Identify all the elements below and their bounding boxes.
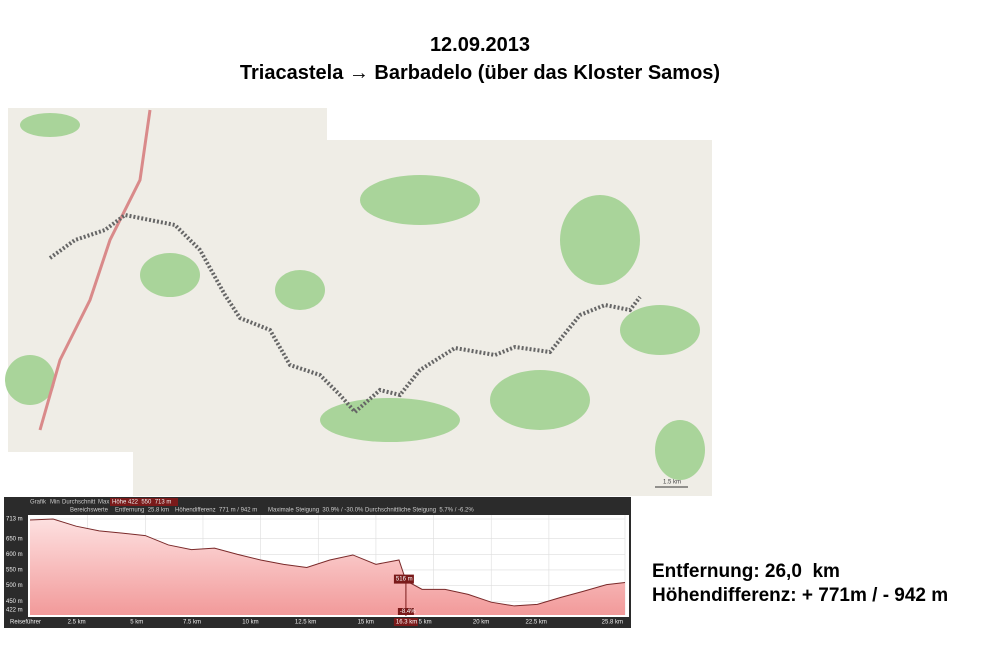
road (38, 109, 152, 431)
y-tick-label: 450 m (6, 599, 23, 605)
x-tick-label: 7.5 km (183, 620, 201, 626)
info: Durchschnittliche Steigung 5.7% / -6.2% (365, 508, 474, 514)
stats: 422 550 713 m (128, 500, 171, 506)
x-tick-label: 20 km (473, 620, 489, 626)
stats-label: Höhe (112, 500, 127, 506)
forest (5, 113, 705, 480)
x-tick-label: 12.5 km (295, 620, 316, 626)
marker-box (397, 608, 414, 615)
x-tick-label: 22.5 km (526, 620, 547, 626)
x-tick-label: 15 km (358, 620, 374, 626)
y-tick-label: 600 m (6, 552, 23, 558)
marker-value: 516 m (396, 577, 413, 583)
x-tick-label: 2.5 km (68, 620, 86, 626)
y-tick-label: 500 m (6, 583, 23, 589)
marker-box (393, 618, 418, 626)
info: Bereichswerte (70, 508, 109, 514)
y-tick-label: 713 m (6, 517, 23, 523)
route-line (48, 212, 642, 415)
marker-slope: -8.4% (400, 609, 416, 615)
x-tick-label: 10 km (242, 620, 258, 626)
y-tick-label: 422 m (6, 608, 23, 614)
toolbar: Grafik (30, 500, 47, 506)
elevation-diff: Höhendifferenz: + 771m / - 942 m (652, 585, 949, 606)
elevation-line (29, 518, 626, 607)
marker-x: 16.3 km (396, 620, 417, 626)
footer: Reiseführer (10, 620, 41, 626)
stats-box (110, 498, 178, 506)
x-tick-label: 25.8 km (602, 620, 623, 626)
marker-box (393, 574, 414, 584)
x-tick-label: 17.5 km (410, 620, 431, 626)
distance: Entfernung: 26,0 km (652, 561, 840, 582)
y-tick-label: 550 m (6, 568, 23, 574)
x-tick-label: 5 km (130, 620, 143, 626)
date: 12.09.2013 (429, 34, 531, 56)
route-title: Triacastela → Barbadelo (über das Kloste… (239, 62, 721, 84)
toolbar: Min (50, 500, 60, 506)
info: Entfernung 25.8 km (115, 508, 169, 514)
info: Höhendifferenz 771 m / 942 m (175, 508, 257, 514)
scale-label: 1.5 km (663, 480, 681, 486)
y-tick-label: 650 m (6, 536, 23, 542)
elevation-area (30, 519, 625, 615)
toolbar: Durchschnitt (62, 500, 96, 506)
info: Maximale Steigung 30.9% / -30.0% (268, 508, 364, 514)
toolbar: Max (98, 500, 109, 506)
